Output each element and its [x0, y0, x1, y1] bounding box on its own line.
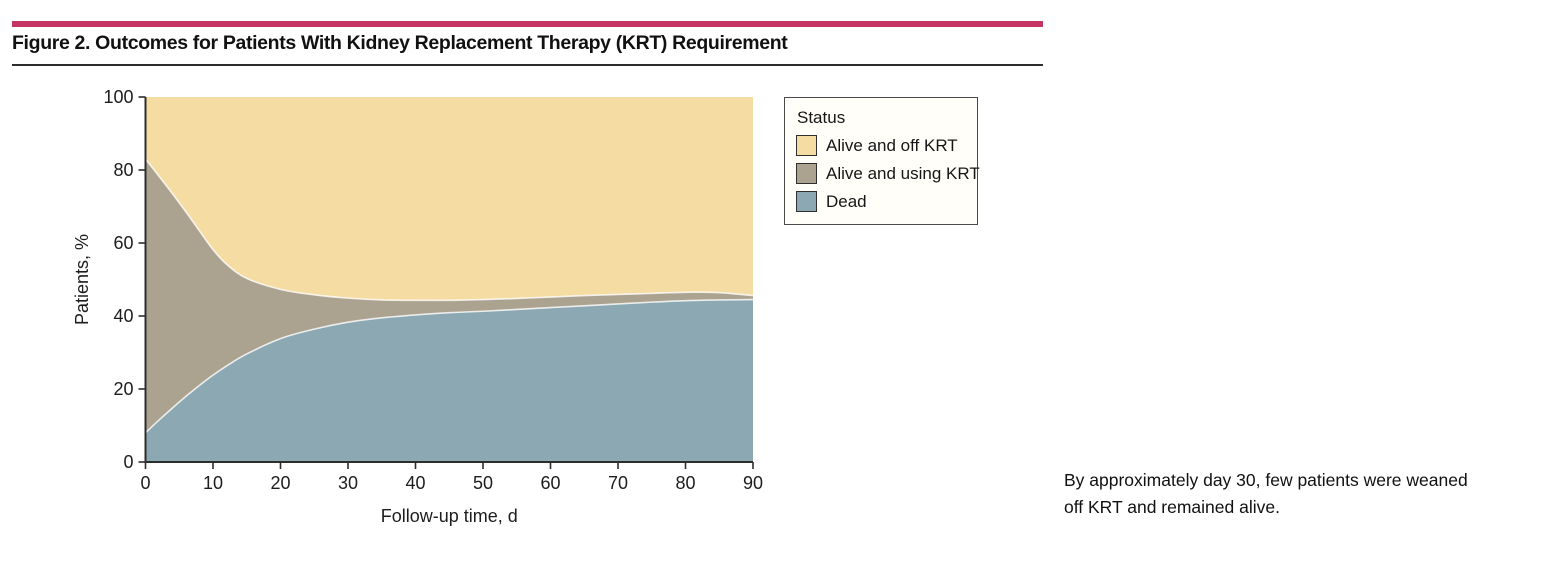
boundary-using-krt-top [144, 158, 754, 302]
legend-swatch-alive-using-krt [796, 163, 817, 184]
figure-caption: By approximately day 30, few patients we… [1064, 467, 1564, 521]
x-axis-tick-label: 90 [743, 473, 763, 493]
x-axis-tick-label: 70 [608, 473, 628, 493]
caption-line: By approximately day 30, few patients we… [1064, 470, 1468, 490]
legend-item-dead: Dead [796, 191, 966, 212]
y-axis-tick-label: 100 [103, 87, 133, 107]
x-axis-tick-label: 20 [270, 473, 290, 493]
x-axis-tick-label: 0 [140, 473, 150, 493]
legend-label: Alive and using KRT [826, 163, 980, 183]
title-rule [12, 64, 1043, 66]
x-axis-tick-label: 30 [338, 473, 358, 493]
x-axis-title: Follow-up time, d [381, 506, 518, 526]
figure-accent-bar [12, 21, 1043, 27]
legend-item-alive-using-krt: Alive and using KRT [796, 163, 980, 184]
legend-label: Alive and off KRT [826, 135, 958, 155]
y-axis-tick-label: 40 [113, 306, 133, 326]
y-axis-tick-label: 60 [113, 233, 133, 253]
x-axis-tick-label: 50 [473, 473, 493, 493]
figure-title: Figure 2. Outcomes for Patients With Kid… [12, 32, 788, 54]
x-axis-tick-label: 40 [405, 473, 425, 493]
y-axis-tick-label: 80 [113, 160, 133, 180]
caption-line: off KRT and remained alive. [1064, 497, 1280, 517]
legend-swatch-alive-off-krt [796, 135, 817, 156]
legend-title: Status [797, 108, 846, 127]
x-axis-tick-label: 10 [203, 473, 223, 493]
legend-box: Status Alive and off KRT Alive and using… [784, 97, 980, 225]
legend-item-alive-off-krt: Alive and off KRT [796, 135, 966, 156]
outcomes-stacked-area-chart: 0 20 40 60 80 100 0 10 20 30 40 50 60 70 80 90 Follow-up… [72, 87, 763, 526]
y-axis-tick-label: 20 [113, 379, 133, 399]
y-axis-title: Patients, % [72, 234, 92, 325]
area-dead [145, 299, 753, 462]
legend-label: Dead [826, 191, 867, 211]
legend-swatch-dead [796, 191, 817, 212]
y-axis-tick-label: 0 [123, 452, 133, 472]
boundary-dead-top [144, 298, 754, 434]
x-axis-tick-label: 80 [675, 473, 695, 493]
x-axis-tick-label: 60 [540, 473, 560, 493]
